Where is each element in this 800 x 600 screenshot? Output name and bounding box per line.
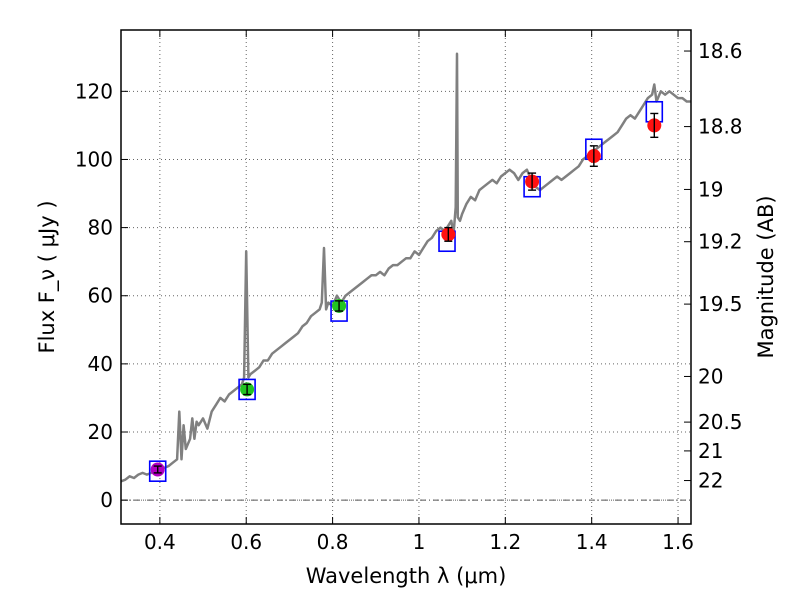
x-tick-label: 1.6 [662, 530, 694, 554]
observed-photometry-series [150, 112, 662, 477]
x-tick-label: 0.8 [317, 530, 349, 554]
spectrum-line [120, 52, 691, 483]
x-tick-label: 0.4 [144, 530, 176, 554]
y-tick-label: 120 [75, 79, 113, 103]
y-axis-label: Flux F_ν ( μJy ) [35, 200, 60, 353]
x-tick-label: 1.4 [576, 530, 608, 554]
y-tick-label: 100 [75, 147, 113, 171]
x-tick-label: 0.6 [230, 530, 262, 554]
magnitude-tick-label: 20 [698, 364, 723, 388]
x-tick-label: 1.2 [489, 530, 521, 554]
magnitude-tick-label: 19.5 [698, 292, 743, 316]
y-axis-ticks: 0 20 40 60 80 100 120 [75, 79, 128, 512]
magnitude-tick-label: 20.5 [698, 410, 743, 434]
y-tick-label: 80 [88, 216, 113, 240]
model-photometry-series [148, 100, 664, 482]
y-tick-label: 60 [88, 284, 113, 308]
y-tick-label: 0 [100, 488, 113, 512]
model-photometry-box [148, 460, 167, 482]
magnitude-tick-label: 22 [698, 469, 723, 493]
grid [121, 30, 691, 524]
y-tick-label: 20 [88, 420, 113, 444]
magnitude-tick-label: 19.2 [698, 230, 743, 254]
plot-frame [120, 29, 692, 525]
magnitude-axis-ticks: 18.6 18.8 19 19.2 19.5 20 20.5 21 22 [684, 39, 743, 493]
magnitude-tick-label: 18.8 [698, 115, 743, 139]
x-axis-ticks: 0.4 0.6 0.8 1 1.2 1.4 1.6 [144, 30, 694, 554]
spectrum-series [120, 52, 691, 483]
y-tick-label: 40 [88, 352, 113, 376]
magnitude-tick-label: 18.6 [698, 39, 743, 63]
x-tick-label: 1 [413, 530, 426, 554]
x-axis-label: Wavelength λ (μm) [306, 564, 507, 588]
magnitude-tick-label: 19 [698, 177, 723, 201]
magnitude-tick-label: 21 [698, 439, 723, 463]
magnitude-axis-label: Magnitude (AB) [754, 195, 778, 358]
model-photometry-box [238, 378, 256, 401]
